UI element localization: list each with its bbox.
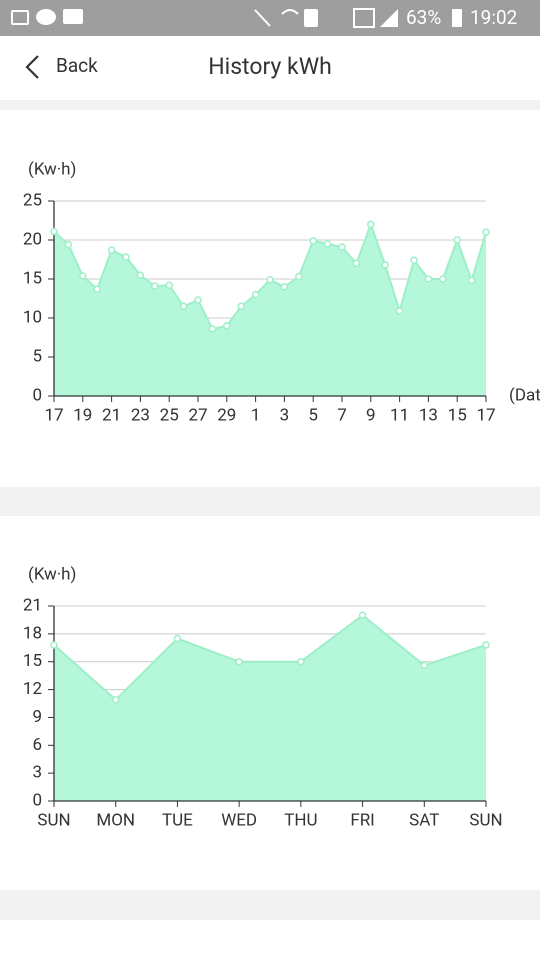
point [50, 641, 58, 649]
x-tick-label: 15 [448, 405, 467, 425]
x-tick-label: 11 [390, 405, 409, 425]
y-tick-label: 10 [23, 307, 42, 327]
point [194, 296, 202, 304]
x-tick-label: 7 [337, 405, 347, 425]
status-icons [11, 8, 462, 28]
point [165, 281, 173, 289]
y-tick-label: 12 [23, 679, 42, 699]
point [79, 272, 87, 280]
x-tick-label: 3 [280, 405, 290, 425]
y-tick-label: 0 [32, 790, 42, 810]
y-tick-label: 6 [32, 735, 42, 755]
back-icon[interactable] [25, 55, 39, 79]
status-bar [0, 0, 540, 36]
x-tick-label: 17 [44, 405, 63, 425]
y-tick-label: 5 [32, 346, 42, 366]
x-tick-label: MON [96, 810, 135, 830]
point [93, 285, 101, 293]
x-tick-label: SAT [409, 810, 439, 830]
point [122, 253, 130, 261]
x-tick-label: 29 [217, 405, 236, 425]
point [295, 272, 303, 281]
separator [0, 890, 540, 920]
point [237, 302, 245, 311]
point [309, 237, 317, 245]
x-tick-label: 5 [308, 405, 318, 425]
clock: 19:02 [470, 6, 517, 29]
point [482, 641, 490, 649]
point [50, 227, 58, 236]
x-tick-label: 17 [476, 405, 495, 425]
y-tick-label: 9 [32, 707, 42, 727]
point [297, 657, 305, 666]
x-tick-label: TUE [162, 810, 193, 830]
x-tick-label: SUN [469, 810, 502, 830]
point [266, 276, 274, 284]
x-tick-label: 25 [160, 405, 179, 425]
x-tick-label: 27 [188, 405, 207, 425]
point [235, 657, 243, 666]
point [381, 261, 389, 269]
point [482, 228, 490, 236]
point [453, 236, 461, 244]
x-tick-label: SUN [37, 810, 70, 830]
x-tick-label: FRI [350, 810, 375, 830]
separator [0, 487, 540, 516]
point [439, 275, 447, 283]
point [223, 322, 231, 330]
point [352, 259, 361, 268]
point [107, 246, 116, 254]
line [53, 614, 487, 702]
x-tick-label: WED [221, 810, 257, 830]
separator [0, 100, 540, 110]
y-tick-label: 25 [23, 190, 42, 210]
point [367, 220, 375, 229]
point [338, 243, 346, 251]
area [54, 224, 486, 396]
point [424, 275, 433, 283]
point [280, 283, 289, 291]
page-title: History kWh [208, 53, 332, 80]
point [64, 240, 73, 249]
x-tick-label: 19 [73, 405, 92, 425]
point [151, 282, 159, 290]
area [54, 615, 486, 801]
x-tick-label: 23 [131, 405, 150, 425]
x-axis-label: (Date) [509, 385, 540, 405]
x-tick-label: 21 [102, 405, 121, 425]
point [323, 240, 332, 248]
back-button[interactable]: Back [56, 54, 98, 77]
battery-level: 63% [406, 6, 441, 29]
y-tick-label: 15 [23, 268, 42, 288]
point [208, 325, 217, 333]
y-tick-label: 15 [23, 651, 42, 671]
point [173, 634, 182, 643]
point [467, 276, 476, 285]
y-tick-label: 0 [32, 385, 42, 405]
y-tick-label: 18 [23, 623, 42, 643]
point [395, 307, 404, 315]
x-tick-label: 9 [366, 405, 376, 425]
y-tick-label: 20 [23, 229, 42, 249]
y-tick-label: 3 [32, 763, 42, 783]
point [136, 271, 145, 279]
y-axis-label: (Kw·h) [28, 159, 76, 179]
x-tick-label: THU [284, 810, 317, 830]
point [410, 256, 418, 265]
y-tick-label: 21 [23, 595, 42, 615]
point [179, 302, 188, 311]
y-axis-label: (Kw·h) [28, 564, 76, 584]
point [358, 611, 367, 620]
point [251, 290, 260, 299]
x-tick-label: 13 [419, 405, 438, 425]
x-tick-label: 1 [251, 405, 261, 425]
point [420, 661, 429, 670]
point [111, 696, 120, 704]
